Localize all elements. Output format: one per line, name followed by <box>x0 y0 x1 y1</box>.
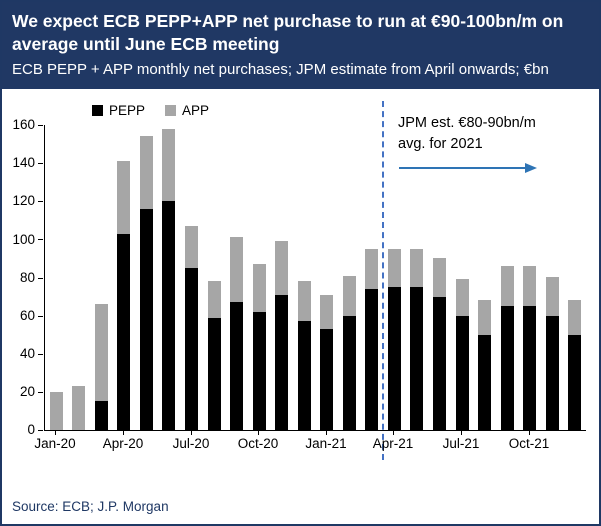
bar-pepp <box>275 294 288 430</box>
legend: PEPP APP <box>92 103 209 118</box>
y-tick-label: 80 <box>19 269 35 285</box>
bar-app <box>50 391 63 430</box>
bar-pepp <box>298 320 311 430</box>
bar-pepp <box>433 296 446 430</box>
bar-pepp <box>253 311 266 430</box>
x-tick-label: Apr-21 <box>372 435 414 451</box>
bar-app <box>275 240 288 295</box>
bar-pepp <box>117 233 130 430</box>
y-tick-label: 120 <box>12 193 35 209</box>
y-tickmark <box>38 429 43 431</box>
x-tick-label: Jul-21 <box>442 435 480 451</box>
bar-app <box>501 265 514 306</box>
source-note: Source: ECB; J.P. Morgan <box>2 491 599 524</box>
x-tick-label: Jan-20 <box>34 435 76 451</box>
bar-pepp <box>230 301 243 430</box>
y-tickmark <box>38 162 43 164</box>
bar-pepp <box>410 286 423 430</box>
bar-app <box>298 280 311 321</box>
bar-pepp <box>501 305 514 430</box>
y-tick-label: 40 <box>19 345 35 361</box>
bar-pepp <box>185 267 198 430</box>
y-tickmark <box>38 277 43 279</box>
bar-app <box>546 276 559 316</box>
bar-app <box>117 160 130 234</box>
bar-app <box>230 236 243 302</box>
y-tickmark <box>38 200 43 202</box>
x-tick-label: Apr-20 <box>102 435 144 451</box>
x-tickmark <box>529 430 530 435</box>
chart-area: PEPP APP JPM est. €80-90bn/m avg. for 20… <box>2 88 599 491</box>
y-tick-label: 0 <box>27 422 35 438</box>
plot-area <box>44 124 586 431</box>
bar-app <box>185 225 198 268</box>
y-tickmark <box>38 391 43 393</box>
bar-app <box>568 299 581 335</box>
bar-app <box>320 294 333 329</box>
y-tickmark <box>38 238 43 240</box>
x-tickmark <box>461 430 462 435</box>
x-tick-label: Oct-21 <box>508 435 550 451</box>
bar-pepp <box>365 288 378 430</box>
bar-app <box>388 248 401 287</box>
x-tick-label: Jan-21 <box>305 435 347 451</box>
bar-app <box>140 135 153 209</box>
jpm-annotation-line1: JPM est. €80-90bn/m <box>398 114 536 131</box>
bar-app <box>208 280 221 318</box>
bar-app <box>253 263 266 312</box>
bar-pepp <box>320 328 333 430</box>
bar-pepp <box>95 400 108 430</box>
x-tickmark <box>191 430 192 435</box>
y-tick-label: 160 <box>12 117 35 133</box>
y-tick-label: 100 <box>12 231 35 247</box>
bar-app <box>523 265 536 306</box>
forecast-divider-line <box>382 100 384 460</box>
bar-pepp <box>546 315 559 430</box>
chart-title: We expect ECB PEPP+APP net purchase to r… <box>12 11 564 55</box>
bar-pepp <box>162 200 175 430</box>
pepp-swatch-icon <box>92 104 103 116</box>
y-tick-label: 20 <box>19 384 35 400</box>
bar-pepp <box>208 317 221 430</box>
bar-app <box>343 275 356 316</box>
jpm-annotation: JPM est. €80-90bn/m avg. for 2021 <box>398 113 538 174</box>
jpm-annotation-line2: avg. for 2021 <box>398 135 483 152</box>
y-tickmark <box>38 353 43 355</box>
bar-pepp <box>478 334 491 430</box>
bar-app <box>410 248 423 287</box>
x-tickmark <box>123 430 124 435</box>
bar-app <box>72 385 85 430</box>
bar-app <box>365 248 378 289</box>
x-tick-label: Jul-20 <box>172 435 210 451</box>
bar-app <box>433 257 446 297</box>
chart-header: We expect ECB PEPP+APP net purchase to r… <box>2 2 599 89</box>
legend-label-app: APP <box>182 102 210 118</box>
bar-app <box>456 278 469 316</box>
bar-pepp <box>568 334 581 430</box>
bar-pepp <box>456 315 469 430</box>
y-tickmark <box>38 315 43 317</box>
x-tickmark <box>393 430 394 435</box>
y-tickmark <box>38 124 43 126</box>
legend-item-pepp: PEPP <box>92 103 145 118</box>
app-swatch-icon <box>165 104 177 116</box>
x-tickmark <box>258 430 259 435</box>
legend-label-pepp: PEPP <box>109 102 146 118</box>
legend-item-app: APP <box>165 103 209 118</box>
bar-app <box>162 128 175 201</box>
x-tick-label: Oct-20 <box>237 435 279 451</box>
chart-subtitle: ECB PEPP + APP monthly net purchases; JP… <box>12 61 549 79</box>
bar-pepp <box>140 208 153 430</box>
bar-app <box>95 303 108 401</box>
bar-pepp <box>523 305 536 430</box>
x-tickmark <box>55 430 56 435</box>
x-tickmark <box>326 430 327 435</box>
bar-pepp <box>343 315 356 430</box>
y-tick-label: 60 <box>19 307 35 323</box>
bar-app <box>478 299 491 335</box>
bar-pepp <box>388 286 401 430</box>
arrow-right-icon <box>399 162 537 173</box>
y-tick-label: 140 <box>12 155 35 171</box>
